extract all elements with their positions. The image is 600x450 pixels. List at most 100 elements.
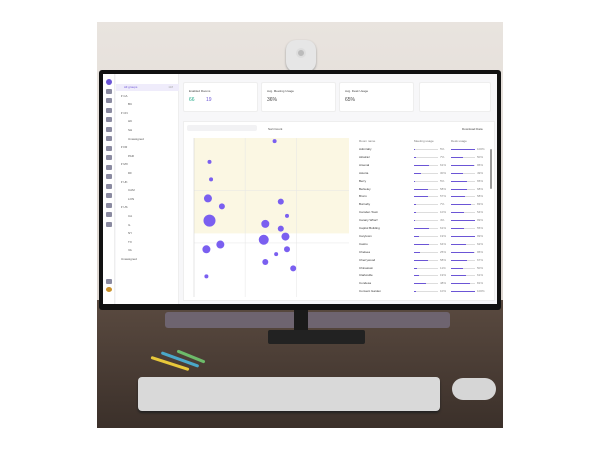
monitor-icon[interactable] bbox=[106, 164, 112, 170]
tree-item-label: SH bbox=[128, 128, 133, 132]
tree-item[interactable]: CA bbox=[116, 213, 179, 220]
scatter-point[interactable] bbox=[261, 219, 270, 228]
tree-item[interactable]: ▾ US bbox=[121, 205, 128, 210]
table-row[interactable]: Carytown 19% 99% bbox=[359, 233, 489, 240]
sort-dropdown[interactable]: Sort:Count bbox=[268, 127, 283, 131]
desk-usage-pct: 81% bbox=[477, 281, 484, 286]
table-row[interactable]: Berry 5% 65% bbox=[359, 178, 489, 185]
tree-item[interactable]: All groups 118 bbox=[116, 84, 179, 91]
tree-item[interactable]: ▾ MX bbox=[121, 162, 128, 167]
table-row[interactable]: Castro 64% 62% bbox=[359, 241, 489, 248]
scrollbar[interactable] bbox=[490, 149, 492, 189]
scatter-point[interactable] bbox=[216, 240, 225, 249]
tree-item[interactable]: ▾ FR bbox=[121, 145, 128, 150]
tree-item[interactable]: DF bbox=[116, 170, 179, 177]
scatter-point[interactable] bbox=[281, 232, 290, 241]
monitor-icon[interactable] bbox=[106, 107, 112, 113]
room-name: Camden Town bbox=[359, 210, 379, 215]
scatter-point[interactable] bbox=[284, 246, 290, 253]
tree-item[interactable]: ▾ UK bbox=[121, 179, 128, 184]
cloud-icon[interactable] bbox=[106, 117, 112, 122]
scatter-point[interactable] bbox=[274, 252, 279, 257]
room-name: Arsenal bbox=[359, 162, 370, 167]
tree-item[interactable]: BC bbox=[116, 101, 179, 108]
card-desk-usage[interactable]: Avg. Desk Usage 65% bbox=[339, 82, 414, 112]
scatter-point[interactable] bbox=[277, 225, 284, 232]
scatter-point[interactable] bbox=[262, 259, 269, 266]
tree-item[interactable]: ▾ CA bbox=[121, 93, 128, 98]
room-name: Castro bbox=[359, 241, 368, 246]
scatter-point[interactable] bbox=[277, 198, 284, 205]
tree-item[interactable]: LON bbox=[116, 196, 179, 203]
chart-icon[interactable] bbox=[106, 136, 112, 141]
table-row[interactable]: Arsenal 61% 95% bbox=[359, 162, 489, 169]
camera-icon[interactable] bbox=[106, 98, 112, 103]
table-row[interactable]: Chinatown 11% 50% bbox=[359, 265, 489, 272]
scatter-point[interactable] bbox=[207, 159, 212, 164]
scatter-point[interactable] bbox=[203, 214, 216, 227]
cloud-icon[interactable] bbox=[106, 174, 112, 179]
tree-item[interactable]: IL bbox=[116, 222, 179, 229]
avatar[interactable] bbox=[106, 287, 112, 292]
table-row[interactable]: Canary Wharf 4% 99% bbox=[359, 217, 489, 224]
tree-item[interactable]: ▾ CN bbox=[121, 110, 128, 115]
scatter-point[interactable] bbox=[272, 139, 277, 144]
tablet-icon[interactable] bbox=[106, 202, 112, 208]
pin-icon[interactable] bbox=[106, 145, 112, 151]
table-row[interactable]: Admiralty 5% 100% bbox=[359, 146, 489, 153]
tree-item[interactable]: PAR bbox=[116, 153, 179, 160]
cloud-icon[interactable] bbox=[106, 221, 112, 227]
bulb-icon[interactable] bbox=[106, 183, 112, 189]
meeting-usage-pct: 7% bbox=[440, 202, 445, 207]
search-input[interactable] bbox=[187, 125, 257, 131]
chart-icon[interactable] bbox=[106, 193, 112, 198]
card-meeting-usage[interactable]: Avg. Meeting Usage 36% bbox=[261, 82, 336, 112]
table-row[interactable]: Capitol Building 61% 55% bbox=[359, 225, 489, 232]
col-room-name[interactable]: Room name bbox=[359, 139, 376, 143]
table-row[interactable]: Berkeley 58% 68% bbox=[359, 186, 489, 193]
meeting-usage-pct: 57% bbox=[440, 194, 447, 199]
desk-usage-bar bbox=[451, 204, 475, 206]
scatter-point[interactable] bbox=[202, 245, 211, 254]
tree-item[interactable]: SH bbox=[116, 127, 179, 134]
table-row[interactable]: Camden Town 10% 54% bbox=[359, 209, 489, 216]
scatter-point[interactable] bbox=[218, 203, 225, 210]
table-row[interactable]: Bronx 57% 58% bbox=[359, 193, 489, 200]
scatter-point[interactable] bbox=[290, 265, 297, 272]
scatter-point[interactable] bbox=[209, 177, 214, 182]
tree-item[interactable]: HK bbox=[116, 118, 179, 125]
table-row[interactable]: Cherrywood 58% 67% bbox=[359, 257, 489, 264]
bulb-icon[interactable] bbox=[106, 126, 112, 132]
scatter-point[interactable] bbox=[285, 213, 289, 218]
tree-item[interactable]: VA bbox=[116, 247, 179, 254]
col-desk-usage[interactable]: Desk usage bbox=[451, 139, 467, 143]
tree-item-label: FR bbox=[123, 145, 128, 150]
monitor-stand bbox=[294, 308, 308, 336]
tree-item[interactable]: CAM bbox=[116, 187, 179, 194]
building-icon[interactable] bbox=[106, 88, 112, 94]
table-row[interactable]: Astoria 30% 49% bbox=[359, 170, 489, 177]
camera-icon[interactable] bbox=[106, 155, 112, 160]
table-row[interactable]: Alcatraz 7% 50% bbox=[359, 154, 489, 161]
meeting-usage-pct: 25% bbox=[440, 249, 447, 254]
camera-icon[interactable] bbox=[106, 212, 112, 217]
enabled-count: 66 bbox=[189, 97, 195, 103]
card-links[interactable] bbox=[419, 82, 491, 112]
table-row[interactable]: Clarksville 19% 61% bbox=[359, 272, 489, 279]
logo-icon[interactable] bbox=[106, 79, 112, 85]
tree-item[interactable]: TX bbox=[116, 239, 179, 246]
settings-icon[interactable] bbox=[106, 279, 112, 284]
table-row[interactable]: Burnaby 7% 83% bbox=[359, 201, 489, 208]
table-row[interactable]: Condesa 48% 81% bbox=[359, 280, 489, 287]
table-row[interactable]: Chelsea 25% 95% bbox=[359, 249, 489, 256]
col-meeting-usage[interactable]: Meeting usage bbox=[414, 139, 434, 143]
scatter-point[interactable] bbox=[204, 274, 209, 279]
tree-item[interactable]: Unassigned bbox=[116, 136, 179, 143]
download-data-button[interactable]: Download Data bbox=[462, 127, 483, 131]
tree-item[interactable]: Unassigned bbox=[116, 256, 179, 263]
table-row[interactable]: Convent Garden 10% 100% bbox=[359, 288, 489, 295]
card-enabled-rooms[interactable]: Enabled Rooms 66 19 bbox=[183, 82, 258, 112]
scatter-point[interactable] bbox=[203, 194, 212, 203]
scatter-point[interactable] bbox=[258, 234, 269, 245]
tree-item[interactable]: NY bbox=[116, 230, 179, 237]
